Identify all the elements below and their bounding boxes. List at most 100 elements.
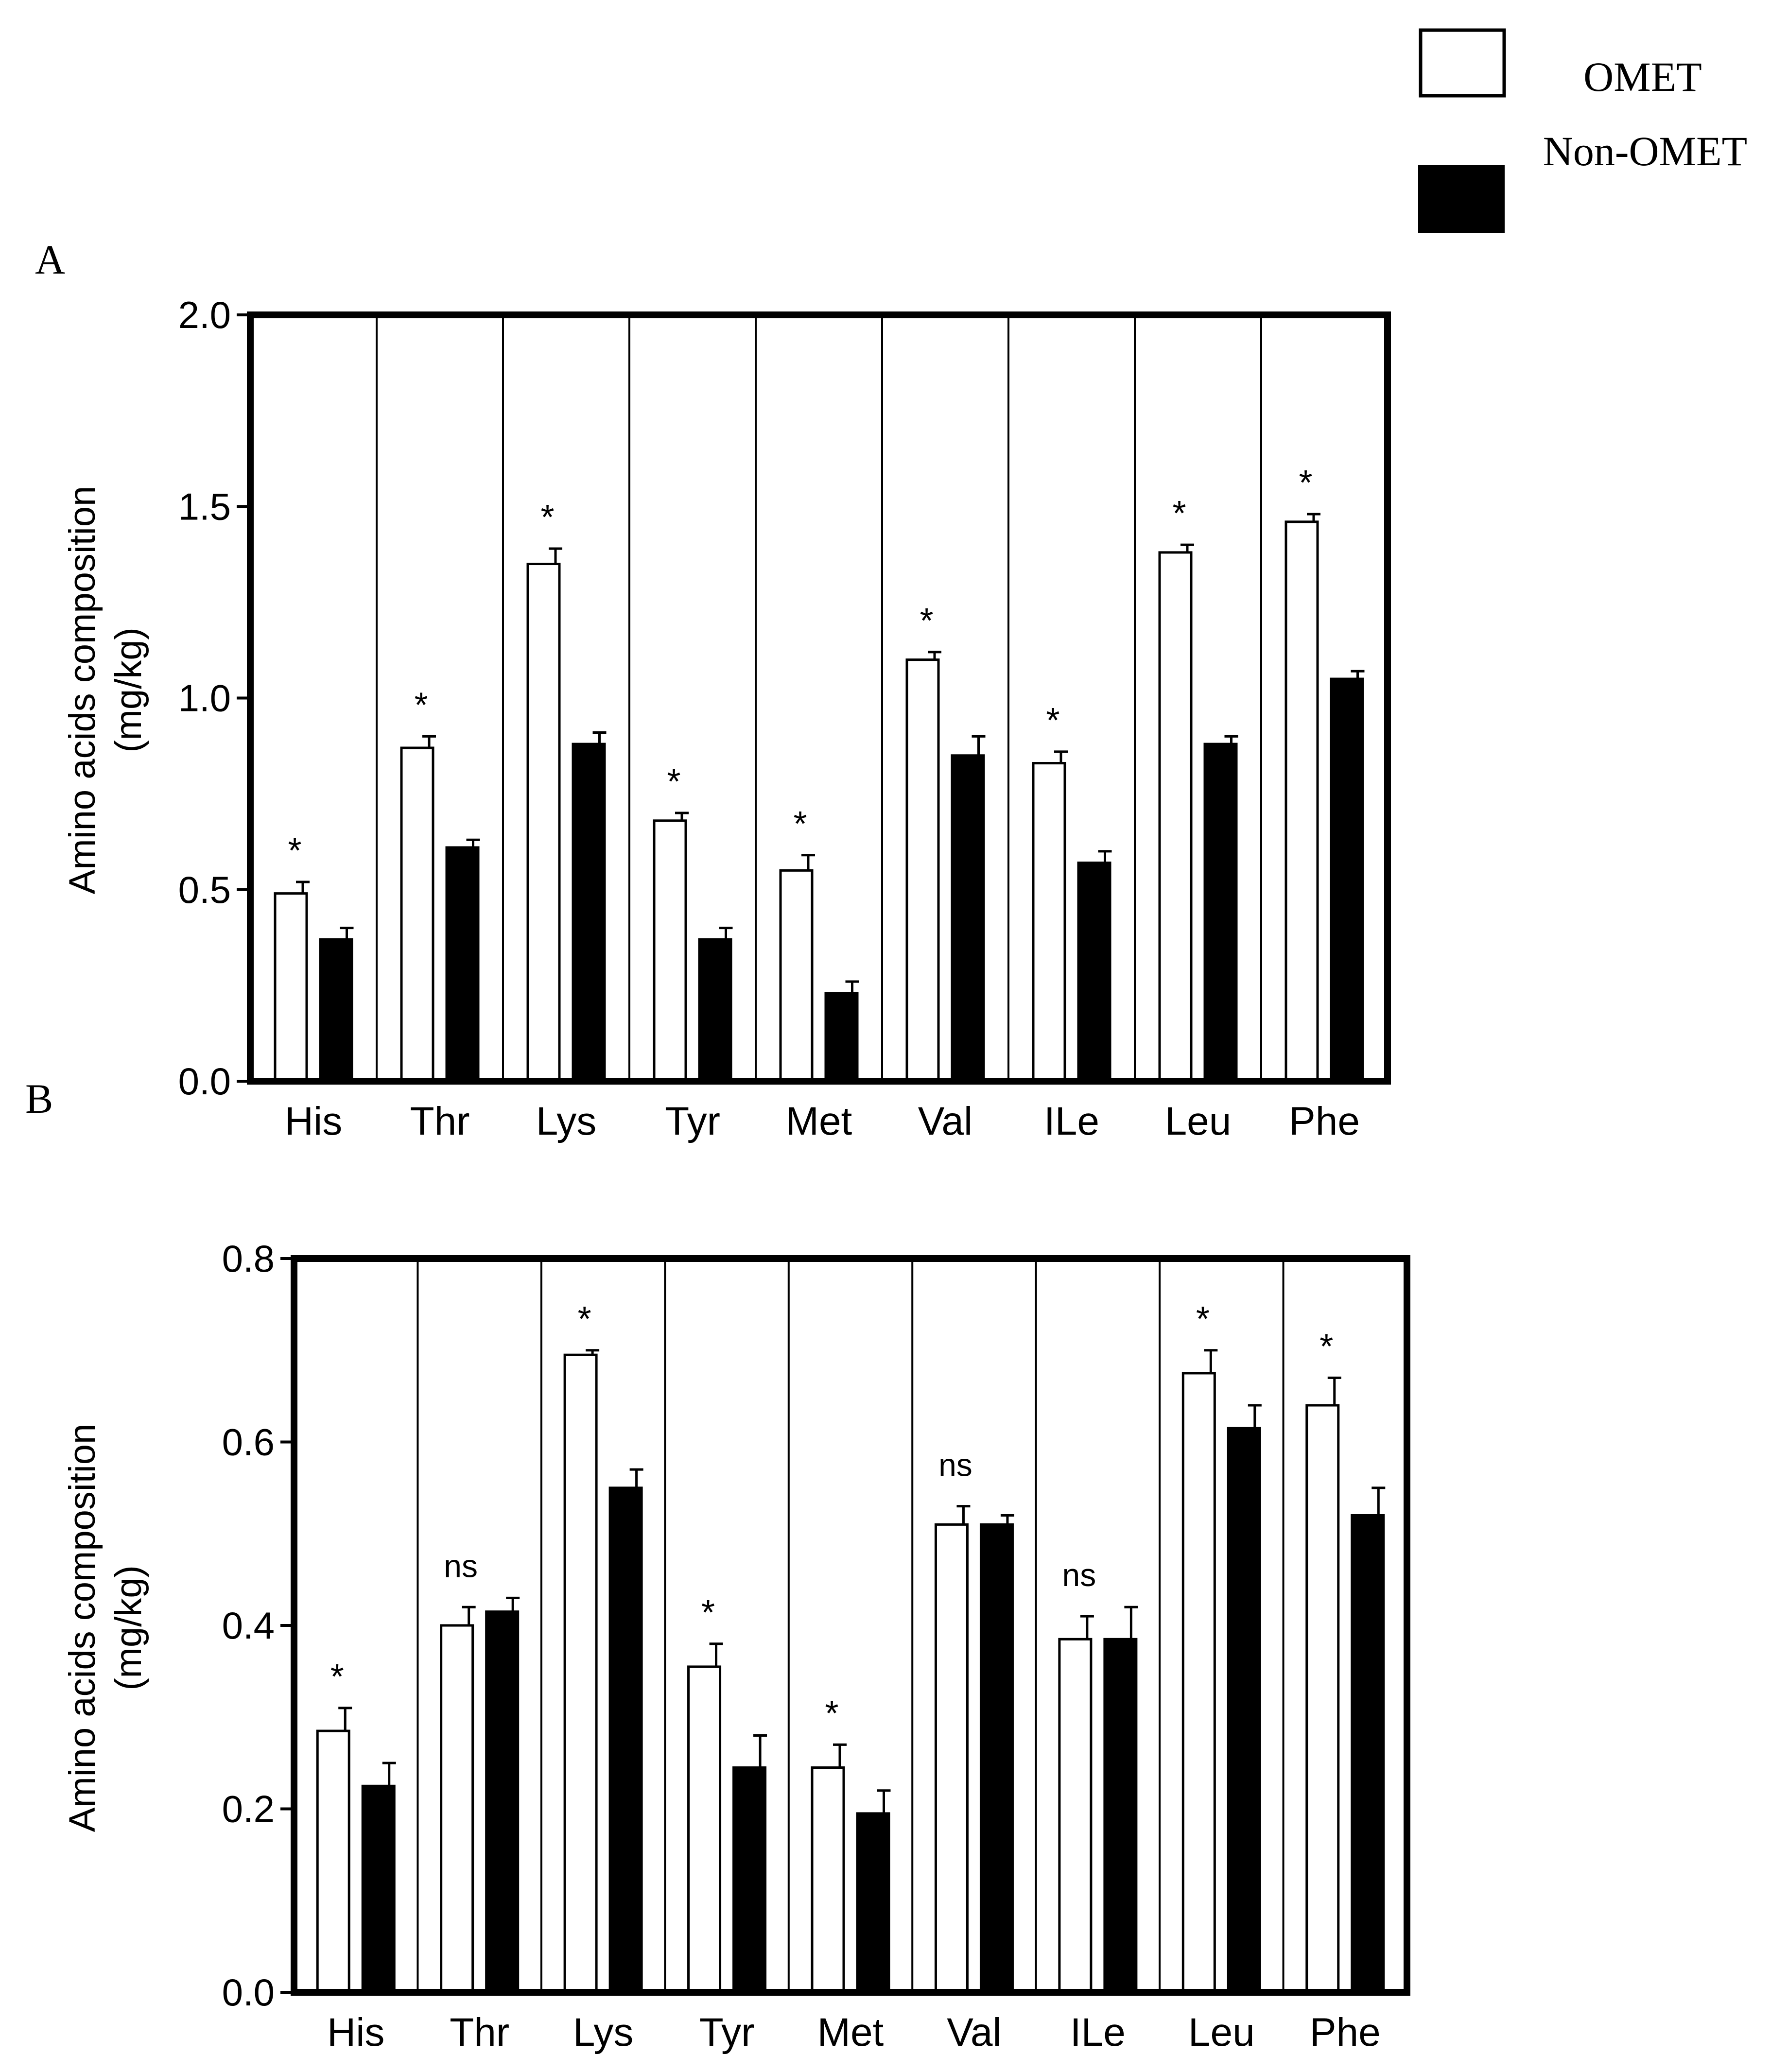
panel-b-bar-phe-omet <box>1305 1404 1340 1994</box>
panel-b-bar-phe-non-omet <box>1351 1514 1385 1994</box>
panel-b-annotation-val: ns <box>938 1447 972 1483</box>
panel-a-bar-phe-non-omet <box>1330 677 1364 1083</box>
panel-b-annotation-leu: * <box>1196 1300 1210 1339</box>
panel-b-bar-lys-omet <box>563 1353 598 1994</box>
panel-b-annotation-phe: * <box>1319 1327 1333 1366</box>
panel-a-bar-phe-omet <box>1285 520 1319 1083</box>
panel-b-xtick-label-thr: Thr <box>450 2010 509 2055</box>
panel-a-annotation-ile: * <box>1046 701 1059 740</box>
panel-a-xtick-label-thr: Thr <box>410 1099 470 1143</box>
panel-b-error-bars <box>338 1349 1386 1813</box>
panel-a-xtick-label-phe: Phe <box>1289 1099 1360 1143</box>
panel-b-annotations: * ns * * * ns ns * * <box>330 1300 1334 1733</box>
panel-b-bar-thr-non-omet <box>485 1610 520 1994</box>
panel-a-bar-lys-non-omet <box>572 742 606 1083</box>
panel-b-bar-tyr-non-omet <box>732 1766 767 1994</box>
panel-a-ytick-label: 0.5 <box>178 868 231 911</box>
panel-b-plot-frame <box>291 1255 1410 1996</box>
panel-a-error-bars <box>296 513 1365 993</box>
panel-b-bar-ile-omet <box>1058 1638 1093 1994</box>
panel-b-y-ticks: 0.0 0.2 0.4 0.6 0.8 <box>222 1237 294 2014</box>
panel-b-ylabel-line2: (mg/kg) <box>108 1565 149 1691</box>
panel-b-bar-lys-non-omet <box>608 1486 643 1994</box>
panel-b-ytick-label: 0.0 <box>222 1971 275 2014</box>
panel-b-bar-val-omet <box>934 1523 969 1994</box>
panel-b-chart: B Amino acids composition (mg/kg) 0.0 0.2… <box>25 1075 1410 2055</box>
panel-a-annotation-met: * <box>793 805 807 844</box>
panel-a-ytick-label: 1.0 <box>178 677 231 720</box>
panel-a-xtick-label-val: Val <box>918 1099 972 1143</box>
panel-a-annotations: * * * * * * * * * <box>288 464 1312 870</box>
panel-a-bar-met-omet <box>779 869 814 1083</box>
panel-b-xtick-label-ile: ILe <box>1070 2010 1126 2055</box>
panel-a-annotation-thr: * <box>414 686 428 725</box>
panel-a-plot-frame <box>247 311 1391 1085</box>
panel-b-annotation-tyr: * <box>701 1593 715 1632</box>
panel-a-bar-his-omet <box>274 892 308 1083</box>
panel-b-xtick-label-val: Val <box>947 2010 1001 2055</box>
panel-a-xtick-label-leu: Leu <box>1165 1099 1232 1143</box>
legend-swatch-omet <box>1419 28 1506 98</box>
panel-a-bar-met-non-omet <box>824 992 859 1083</box>
panel-a-xtick-label-met: Met <box>786 1099 852 1143</box>
panel-a-annotation-tyr: * <box>667 762 680 801</box>
panel-a-bar-leu-non-omet <box>1203 742 1238 1083</box>
panel-b-xtick-label-lys: Lys <box>573 2010 634 2055</box>
panel-a-ytick-label: 1.5 <box>178 485 231 528</box>
panel-a-bar-ile-omet <box>1032 762 1066 1083</box>
panel-a-bar-thr-non-omet <box>445 846 480 1083</box>
legend-label-omet: OMET <box>1583 53 1702 100</box>
panel-a-y-ticks: 0.0 0.5 1.0 1.5 2.0 <box>178 294 250 1103</box>
panel-b-bars <box>316 1353 1385 1994</box>
legend-swatch-non-omet <box>1418 165 1505 233</box>
panel-b-separators <box>417 1259 1285 1992</box>
panel-b-xtick-label-his: His <box>327 2010 384 2055</box>
panel-b-xtick-label-tyr: Tyr <box>699 2010 755 2055</box>
panel-b-bar-ile-non-omet <box>1103 1638 1138 1994</box>
panel-b-bar-val-non-omet <box>979 1523 1014 1994</box>
panel-b-xtick-label-phe: Phe <box>1310 2010 1381 2055</box>
panel-b-bar-leu-non-omet <box>1227 1427 1261 1994</box>
panel-a-bar-tyr-non-omet <box>698 938 732 1083</box>
panel-a-x-labels: His Thr Lys Tyr Met Val ILe Leu Phe <box>285 1099 1360 1143</box>
legend-label-non-omet: Non-OMET <box>1543 128 1747 174</box>
panel-a-ytick-label: 2.0 <box>178 294 231 336</box>
panel-b-bar-leu-omet <box>1181 1372 1216 1994</box>
panel-b-ytick-label: 0.2 <box>222 1788 275 1830</box>
panel-b-annotation-ile: ns <box>1062 1557 1096 1593</box>
panel-a-annotation-lys: * <box>540 498 554 537</box>
panel-a-annotation-his: * <box>288 831 301 870</box>
panel-a-bar-leu-omet <box>1158 551 1193 1083</box>
panel-a-annotation-phe: * <box>1299 464 1312 502</box>
panel-a-bar-tyr-omet <box>653 819 687 1083</box>
panel-b-annotation-lys: * <box>578 1300 591 1339</box>
panel-b-annotation-his: * <box>330 1658 344 1696</box>
legend: OMET Non-OMET <box>1418 28 1747 233</box>
panel-b-x-labels: His Thr Lys Tyr Met Val ILe Leu Phe <box>327 2010 1381 2055</box>
panel-a-xtick-label-his: His <box>285 1099 342 1143</box>
panel-b-annotation-thr: ns <box>444 1548 478 1584</box>
panel-a-annotation-leu: * <box>1172 494 1186 533</box>
panel-b-bar-met-non-omet <box>856 1812 890 1994</box>
panel-b-bar-met-omet <box>811 1766 845 1994</box>
panel-b-ytick-label: 0.6 <box>222 1421 275 1464</box>
panel-a-ytick-label: 0.0 <box>178 1060 231 1103</box>
panel-a-xtick-label-lys: Lys <box>536 1099 597 1143</box>
panel-a-xtick-label-ile: ILe <box>1044 1099 1099 1143</box>
panel-b-label: B <box>25 1075 53 1122</box>
panel-a-bar-his-non-omet <box>319 938 353 1083</box>
panel-b-xtick-label-leu: Leu <box>1188 2010 1255 2055</box>
panel-a-ylabel-line1: Amino acids composition <box>62 486 103 895</box>
panel-a-label: A <box>35 236 65 283</box>
panel-a-bar-ile-non-omet <box>1077 862 1111 1083</box>
panel-a-bar-lys-omet <box>526 563 561 1083</box>
panel-b-bar-thr-omet <box>440 1624 474 1994</box>
panel-a-ylabel-line2: (mg/kg) <box>108 627 149 753</box>
panel-b-ytick-label: 0.8 <box>222 1237 275 1280</box>
panel-b-ytick-label: 0.4 <box>222 1604 275 1647</box>
panel-b-bar-his-omet <box>316 1729 350 1994</box>
panel-b-bar-his-non-omet <box>361 1784 396 1994</box>
panel-a-bar-thr-omet <box>400 746 434 1083</box>
